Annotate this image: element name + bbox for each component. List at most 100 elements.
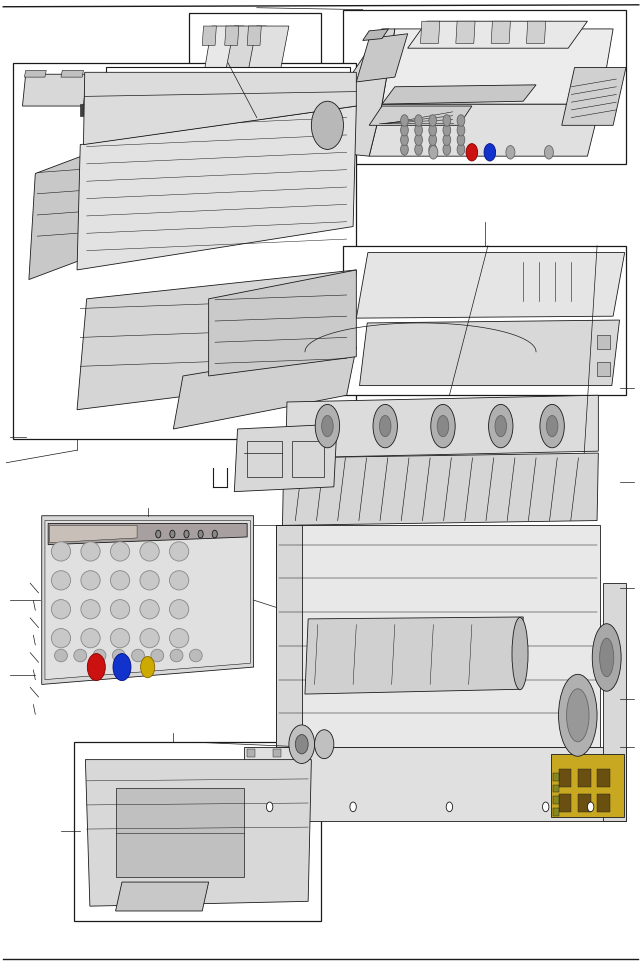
Ellipse shape bbox=[140, 542, 159, 561]
Polygon shape bbox=[244, 747, 626, 821]
Ellipse shape bbox=[140, 600, 159, 619]
Polygon shape bbox=[408, 21, 587, 48]
Bar bbox=[343, 10, 626, 164]
Polygon shape bbox=[225, 26, 239, 45]
Polygon shape bbox=[369, 106, 472, 125]
Polygon shape bbox=[305, 617, 523, 694]
Polygon shape bbox=[382, 85, 536, 104]
Bar bbox=[119, 174, 130, 185]
Ellipse shape bbox=[600, 638, 614, 677]
Circle shape bbox=[457, 144, 465, 155]
Ellipse shape bbox=[322, 415, 333, 437]
Ellipse shape bbox=[315, 404, 340, 447]
Polygon shape bbox=[77, 106, 356, 270]
Polygon shape bbox=[369, 104, 600, 156]
Circle shape bbox=[429, 144, 437, 155]
Bar bbox=[152, 191, 164, 202]
Polygon shape bbox=[109, 77, 347, 207]
Polygon shape bbox=[61, 70, 83, 77]
Bar bbox=[292, 441, 324, 477]
Circle shape bbox=[141, 656, 155, 678]
Circle shape bbox=[212, 530, 217, 538]
Polygon shape bbox=[24, 70, 46, 77]
Bar bbox=[119, 87, 183, 154]
Bar bbox=[553, 785, 559, 792]
Ellipse shape bbox=[55, 650, 67, 662]
Ellipse shape bbox=[379, 415, 391, 437]
Circle shape bbox=[443, 124, 451, 136]
Polygon shape bbox=[207, 94, 220, 110]
Bar bbox=[196, 87, 254, 159]
Polygon shape bbox=[22, 74, 87, 106]
Bar bbox=[74, 742, 321, 921]
Circle shape bbox=[415, 124, 422, 136]
Bar bbox=[106, 67, 350, 217]
Bar bbox=[116, 789, 244, 877]
Ellipse shape bbox=[110, 600, 130, 619]
Polygon shape bbox=[382, 29, 613, 104]
Circle shape bbox=[155, 530, 160, 538]
Bar bbox=[559, 769, 571, 787]
Ellipse shape bbox=[540, 404, 564, 447]
Bar bbox=[295, 749, 303, 757]
Bar bbox=[578, 769, 591, 787]
Circle shape bbox=[415, 134, 422, 146]
Ellipse shape bbox=[566, 688, 589, 742]
Polygon shape bbox=[85, 760, 311, 906]
Polygon shape bbox=[202, 26, 216, 45]
Bar bbox=[270, 131, 308, 141]
Ellipse shape bbox=[110, 542, 130, 561]
Circle shape bbox=[443, 134, 451, 146]
Bar bbox=[553, 796, 559, 804]
Circle shape bbox=[429, 146, 438, 159]
Circle shape bbox=[169, 530, 175, 538]
Circle shape bbox=[429, 115, 437, 126]
Bar bbox=[597, 335, 610, 349]
Polygon shape bbox=[356, 253, 625, 318]
Ellipse shape bbox=[81, 600, 100, 619]
Ellipse shape bbox=[51, 542, 71, 561]
Bar bbox=[270, 166, 308, 175]
Ellipse shape bbox=[140, 571, 159, 590]
Bar bbox=[270, 114, 308, 123]
Circle shape bbox=[113, 654, 131, 681]
Circle shape bbox=[467, 146, 476, 159]
Polygon shape bbox=[116, 882, 209, 911]
Circle shape bbox=[506, 146, 515, 159]
Polygon shape bbox=[286, 395, 598, 458]
Bar bbox=[553, 808, 559, 816]
Ellipse shape bbox=[169, 571, 189, 590]
Circle shape bbox=[87, 654, 105, 681]
Polygon shape bbox=[551, 754, 624, 817]
Bar bbox=[270, 183, 308, 193]
Polygon shape bbox=[218, 26, 266, 110]
Ellipse shape bbox=[93, 650, 106, 662]
Circle shape bbox=[289, 725, 315, 763]
Circle shape bbox=[350, 802, 356, 812]
Bar bbox=[578, 794, 591, 812]
Polygon shape bbox=[234, 424, 337, 492]
Polygon shape bbox=[209, 270, 356, 376]
Bar bbox=[169, 174, 180, 185]
Polygon shape bbox=[603, 583, 626, 821]
Ellipse shape bbox=[151, 650, 164, 662]
Bar bbox=[553, 773, 559, 781]
Circle shape bbox=[443, 144, 451, 155]
Polygon shape bbox=[276, 525, 600, 747]
Bar bbox=[343, 246, 626, 395]
Circle shape bbox=[457, 134, 465, 146]
Circle shape bbox=[198, 530, 203, 538]
Bar bbox=[597, 769, 610, 787]
Circle shape bbox=[443, 115, 451, 126]
Circle shape bbox=[295, 735, 308, 754]
Polygon shape bbox=[241, 26, 289, 110]
Bar bbox=[135, 156, 147, 168]
Ellipse shape bbox=[437, 415, 449, 437]
Ellipse shape bbox=[170, 650, 183, 662]
Ellipse shape bbox=[81, 571, 100, 590]
Ellipse shape bbox=[140, 629, 159, 648]
Ellipse shape bbox=[112, 650, 125, 662]
Bar bbox=[108, 142, 112, 149]
Polygon shape bbox=[83, 72, 356, 145]
Polygon shape bbox=[173, 347, 356, 429]
